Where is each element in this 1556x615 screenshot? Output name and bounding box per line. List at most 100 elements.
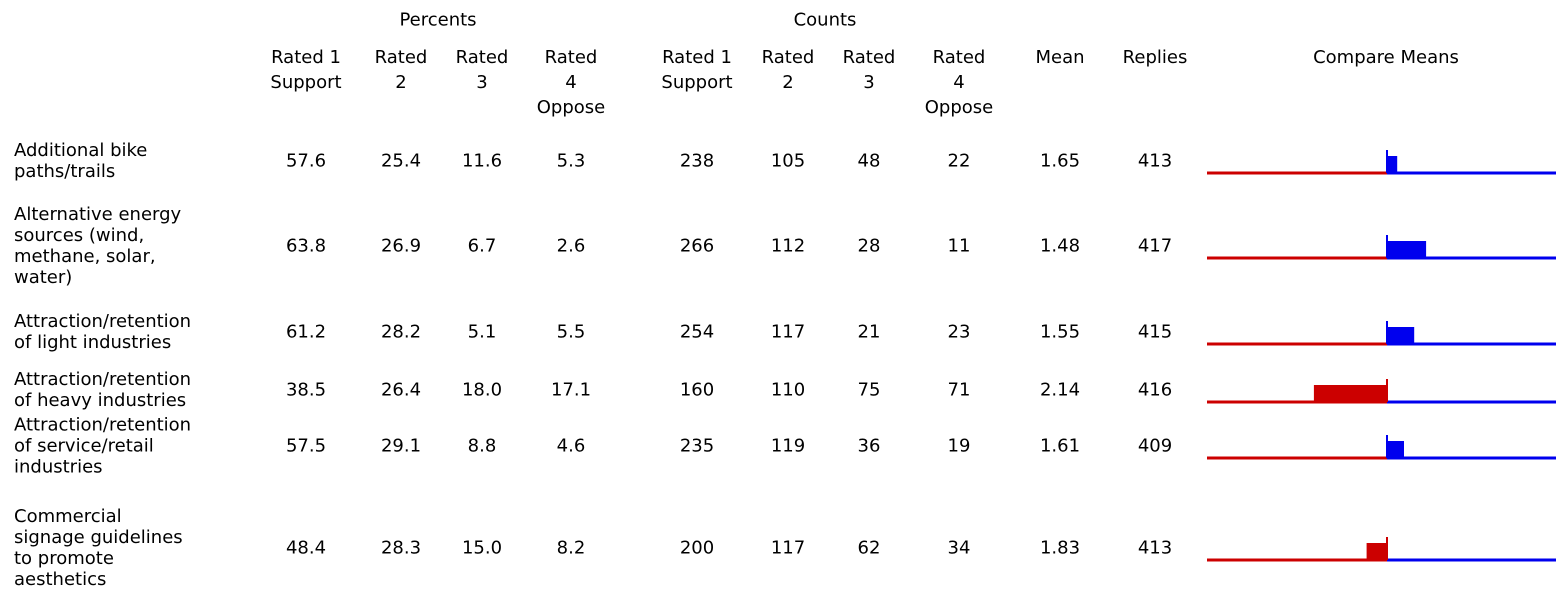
column-header: Replies — [1122, 47, 1188, 68]
column-header: Mean — [1035, 47, 1085, 68]
compare-means — [1207, 537, 1556, 562]
row-label-line: Attraction/retention — [14, 369, 192, 390]
row-label-line: of service/retail — [14, 435, 154, 457]
column-header-line: Oppose — [924, 97, 994, 118]
group-header: Percents — [399, 9, 477, 31]
row-label-line: Attraction/retention — [14, 414, 192, 436]
count-cell: 266 — [679, 235, 715, 257]
count-cell: 22 — [947, 150, 971, 172]
mean-cell: 2.14 — [1039, 379, 1081, 401]
column-header: Rated 2 — [375, 45, 428, 95]
compare-means — [1207, 321, 1556, 346]
mean-bar — [1313, 385, 1387, 402]
column-header-line: Rated — [932, 47, 986, 68]
group-header: Counts — [793, 9, 857, 31]
column-header-line: Rated 1 — [662, 47, 732, 68]
percent-cell: 15.0 — [461, 537, 503, 559]
percent-cell: 8.2 — [556, 537, 586, 559]
percent-cell: 5.1 — [467, 321, 497, 343]
mean-cell: 1.83 — [1039, 537, 1081, 559]
count-cell: 19 — [947, 435, 971, 457]
column-header: Compare Means — [1313, 47, 1459, 68]
count-cell: 238 — [679, 150, 715, 172]
row-label-line: Attraction/retention — [14, 311, 192, 332]
row-label-line: Alternative energy — [14, 204, 182, 225]
replies-cell: 416 — [1137, 379, 1173, 401]
percent-cell: 5.3 — [556, 150, 586, 172]
mean-cell: 1.61 — [1039, 435, 1081, 457]
column-header: Rated 4 Oppose — [537, 45, 605, 120]
percent-cell: 38.5 — [285, 379, 327, 401]
replies-cell: 413 — [1137, 150, 1173, 172]
row-label-line: to promote — [14, 548, 114, 569]
row-label: Attraction/retention of light industries — [14, 311, 191, 353]
column-header-line: Rated — [374, 47, 428, 68]
mean-bar — [1387, 327, 1415, 344]
row-label: Additional bike paths/trails — [14, 140, 147, 182]
replies-cell: 417 — [1137, 235, 1173, 257]
count-cell: 254 — [679, 321, 715, 343]
column-header-line: Support — [661, 72, 733, 93]
count-cell: 112 — [770, 235, 806, 257]
mean-bar — [1387, 156, 1398, 173]
column-header-line: Rated — [544, 47, 598, 68]
column-header-line: Rated — [455, 47, 509, 68]
count-cell: 36 — [857, 435, 881, 457]
count-cell: 117 — [770, 537, 806, 559]
row-label: Attraction/retention of heavy industries — [14, 369, 191, 411]
column-header-line: 3 — [863, 72, 875, 93]
count-cell: 160 — [679, 379, 715, 401]
column-header-line: 2 — [782, 72, 794, 93]
percent-cell: 61.2 — [285, 321, 327, 343]
count-cell: 119 — [770, 435, 806, 457]
percent-cell: 26.4 — [380, 379, 422, 401]
column-header: Rated 3 — [843, 45, 896, 95]
row-label-line: paths/trails — [14, 161, 116, 182]
count-cell: 62 — [857, 537, 881, 559]
row-label-line: industries — [14, 456, 103, 478]
count-cell: 235 — [679, 435, 715, 457]
count-cell: 200 — [679, 537, 715, 559]
row-label-line: Commercial — [14, 506, 122, 527]
row-label-line: Additional bike — [14, 140, 148, 161]
column-header-line: 4 — [953, 72, 965, 93]
row-label-line: of heavy industries — [14, 390, 187, 411]
mean-bar — [1366, 543, 1387, 560]
percent-cell: 28.3 — [380, 537, 422, 559]
column-header: Rated 4 Oppose — [925, 45, 993, 120]
count-cell: 117 — [770, 321, 806, 343]
count-cell: 71 — [947, 379, 971, 401]
replies-cell: 415 — [1137, 321, 1173, 343]
row-label-line: water) — [14, 267, 73, 288]
row-label: Commercial signage guidelines to promote ae… — [14, 506, 183, 590]
percent-cell: 18.0 — [461, 379, 503, 401]
percent-cell: 57.6 — [285, 150, 327, 172]
count-cell: 23 — [947, 321, 971, 343]
percent-cell: 2.6 — [556, 235, 586, 257]
mean-cell: 1.48 — [1039, 235, 1081, 257]
row-label-line: aesthetics — [14, 569, 107, 590]
column-header-line: Oppose — [536, 97, 606, 118]
column-header: Rated 1 Support — [270, 45, 341, 95]
percent-cell: 63.8 — [285, 235, 327, 257]
replies-cell: 409 — [1137, 435, 1173, 457]
percent-cell: 26.9 — [380, 235, 422, 257]
column-header-line: 2 — [395, 72, 407, 93]
percent-cell: 29.1 — [380, 435, 422, 457]
column-header: Rated 3 — [456, 45, 509, 95]
percent-cell: 25.4 — [380, 150, 422, 172]
percent-cell: 6.7 — [467, 235, 497, 257]
column-header: Rated 1 Support — [661, 45, 732, 95]
replies-cell: 413 — [1137, 537, 1173, 559]
count-cell: 21 — [857, 321, 881, 343]
row-label: Alternative energy sources (wind, methane,… — [14, 204, 181, 288]
percent-cell: 8.8 — [467, 435, 497, 457]
column-header-line: Rated — [761, 47, 815, 68]
mean-bar — [1387, 241, 1427, 258]
compare-means — [1207, 435, 1556, 460]
count-cell: 28 — [857, 235, 881, 257]
column-header-line: Support — [270, 72, 342, 93]
percent-cell: 57.5 — [285, 435, 327, 457]
row-label-line: signage guidelines — [14, 527, 183, 548]
